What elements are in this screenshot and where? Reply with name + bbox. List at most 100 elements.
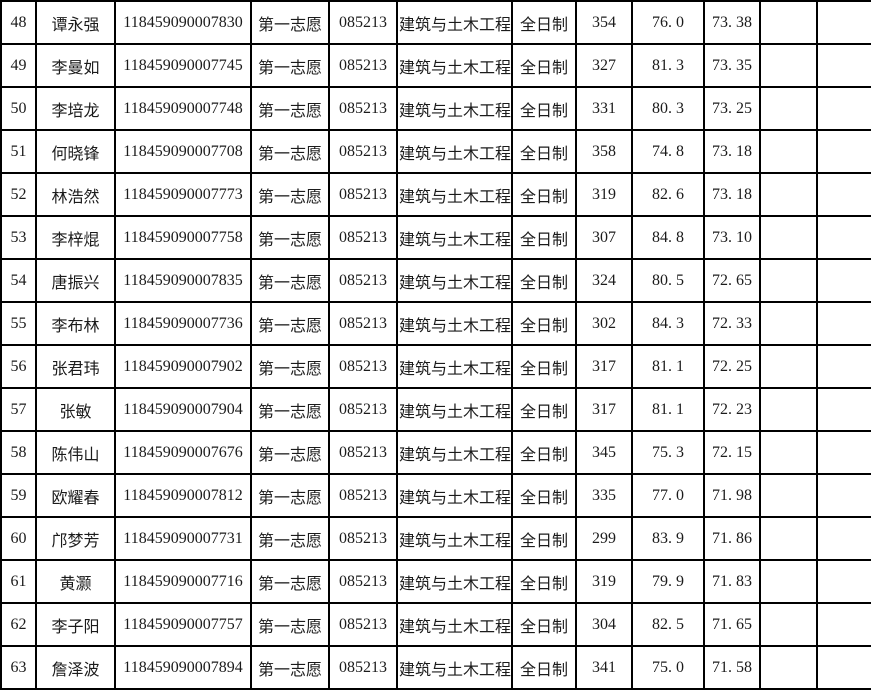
- cell-empty-1: [759, 602, 818, 647]
- cell-empty-1: [759, 129, 818, 174]
- table-row: 51 何晓锋 118459090007708 第一志愿 085213 建筑与土木工程 全日制…: [0, 129, 871, 174]
- cell-empty-2: [816, 602, 871, 647]
- cell-retest-score: 81. 3: [631, 43, 705, 88]
- cell-major-name: 建筑与土木工程: [396, 258, 513, 303]
- cell-retest-score: 84. 3: [631, 301, 705, 346]
- cell-total-score: 72. 65: [703, 258, 761, 303]
- cell-empty-2: [816, 172, 871, 217]
- cell-candidate-id: 118459090007745: [114, 43, 252, 88]
- cell-empty-2: [816, 430, 871, 475]
- cell-empty-2: [816, 43, 871, 88]
- cell-rank: 50: [0, 86, 37, 131]
- cell-retest-score: 80. 3: [631, 86, 705, 131]
- cell-rank: 54: [0, 258, 37, 303]
- cell-candidate-id: 118459090007757: [114, 602, 252, 647]
- cell-volunteer: 第一志愿: [250, 473, 330, 518]
- cell-empty-2: [816, 344, 871, 389]
- table-row: 63 詹泽波 118459090007894 第一志愿 085213 建筑与土木工程 全日制…: [0, 645, 871, 690]
- cell-study-mode: 全日制: [511, 344, 577, 389]
- cell-name: 李曼如: [35, 43, 116, 88]
- cell-empty-2: [816, 258, 871, 303]
- cell-rank: 61: [0, 559, 37, 604]
- cell-major-code: 085213: [328, 258, 398, 303]
- cell-name: 何晓锋: [35, 129, 116, 174]
- cell-volunteer: 第一志愿: [250, 344, 330, 389]
- cell-volunteer: 第一志愿: [250, 645, 330, 690]
- cell-empty-1: [759, 559, 818, 604]
- cell-candidate-id: 118459090007894: [114, 645, 252, 690]
- cell-volunteer: 第一志愿: [250, 43, 330, 88]
- cell-empty-1: [759, 387, 818, 432]
- cell-major-code: 085213: [328, 387, 398, 432]
- cell-initial-score: 358: [575, 129, 633, 174]
- table-row: 62 李子阳 118459090007757 第一志愿 085213 建筑与土木工程 全日制…: [0, 602, 871, 647]
- cell-empty-1: [759, 215, 818, 260]
- cell-retest-score: 81. 1: [631, 387, 705, 432]
- cell-retest-score: 82. 6: [631, 172, 705, 217]
- cell-empty-1: [759, 344, 818, 389]
- cell-major-code: 085213: [328, 129, 398, 174]
- cell-initial-score: 319: [575, 559, 633, 604]
- cell-major-name: 建筑与土木工程: [396, 86, 513, 131]
- cell-major-code: 085213: [328, 559, 398, 604]
- cell-rank: 63: [0, 645, 37, 690]
- table-row: 60 邝梦芳 118459090007731 第一志愿 085213 建筑与土木工程 全日制…: [0, 516, 871, 561]
- cell-volunteer: 第一志愿: [250, 258, 330, 303]
- cell-volunteer: 第一志愿: [250, 215, 330, 260]
- cell-candidate-id: 118459090007812: [114, 473, 252, 518]
- cell-major-code: 085213: [328, 602, 398, 647]
- cell-name: 李梓焜: [35, 215, 116, 260]
- cell-total-score: 73. 10: [703, 215, 761, 260]
- cell-name: 张君玮: [35, 344, 116, 389]
- cell-retest-score: 82. 5: [631, 602, 705, 647]
- cell-major-name: 建筑与土木工程: [396, 602, 513, 647]
- cell-initial-score: 299: [575, 516, 633, 561]
- cell-major-code: 085213: [328, 43, 398, 88]
- cell-volunteer: 第一志愿: [250, 301, 330, 346]
- cell-major-name: 建筑与土木工程: [396, 172, 513, 217]
- cell-major-code: 085213: [328, 215, 398, 260]
- cell-volunteer: 第一志愿: [250, 559, 330, 604]
- cell-total-score: 73. 18: [703, 172, 761, 217]
- cell-initial-score: 304: [575, 602, 633, 647]
- cell-initial-score: 324: [575, 258, 633, 303]
- cell-rank: 55: [0, 301, 37, 346]
- cell-study-mode: 全日制: [511, 387, 577, 432]
- cell-retest-score: 79. 9: [631, 559, 705, 604]
- cell-rank: 48: [0, 0, 37, 45]
- cell-candidate-id: 118459090007716: [114, 559, 252, 604]
- cell-major-name: 建筑与土木工程: [396, 43, 513, 88]
- cell-initial-score: 331: [575, 86, 633, 131]
- cell-retest-score: 75. 0: [631, 645, 705, 690]
- cell-candidate-id: 118459090007902: [114, 344, 252, 389]
- cell-rank: 60: [0, 516, 37, 561]
- cell-empty-2: [816, 129, 871, 174]
- cell-major-code: 085213: [328, 0, 398, 45]
- cell-name: 谭永强: [35, 0, 116, 45]
- cell-total-score: 73. 18: [703, 129, 761, 174]
- cell-retest-score: 75. 3: [631, 430, 705, 475]
- cell-total-score: 72. 15: [703, 430, 761, 475]
- cell-initial-score: 302: [575, 301, 633, 346]
- cell-name: 李培龙: [35, 86, 116, 131]
- cell-empty-1: [759, 645, 818, 690]
- table-row: 50 李培龙 118459090007748 第一志愿 085213 建筑与土木工程 全日制…: [0, 86, 871, 131]
- cell-total-score: 72. 33: [703, 301, 761, 346]
- cell-candidate-id: 118459090007904: [114, 387, 252, 432]
- cell-major-name: 建筑与土木工程: [396, 516, 513, 561]
- cell-empty-1: [759, 172, 818, 217]
- cell-major-name: 建筑与土木工程: [396, 430, 513, 475]
- cell-study-mode: 全日制: [511, 258, 577, 303]
- cell-volunteer: 第一志愿: [250, 172, 330, 217]
- table-row: 54 唐振兴 118459090007835 第一志愿 085213 建筑与土木工程 全日制…: [0, 258, 871, 303]
- cell-total-score: 73. 38: [703, 0, 761, 45]
- cell-initial-score: 354: [575, 0, 633, 45]
- cell-name: 陈伟山: [35, 430, 116, 475]
- cell-study-mode: 全日制: [511, 86, 577, 131]
- table-row: 48 谭永强 118459090007830 第一志愿 085213 建筑与土木工程 全日制…: [0, 0, 871, 45]
- cell-rank: 59: [0, 473, 37, 518]
- cell-volunteer: 第一志愿: [250, 387, 330, 432]
- cell-major-name: 建筑与土木工程: [396, 0, 513, 45]
- cell-initial-score: 335: [575, 473, 633, 518]
- cell-empty-1: [759, 43, 818, 88]
